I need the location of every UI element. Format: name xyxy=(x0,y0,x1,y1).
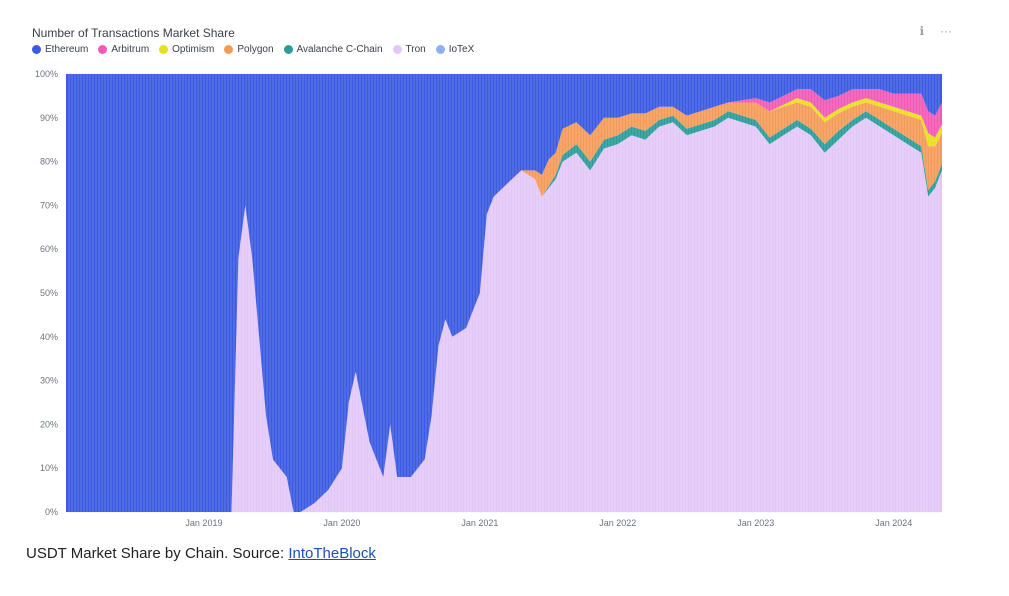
legend-swatch xyxy=(32,45,41,54)
legend-swatch xyxy=(283,45,293,54)
legend-item-tron[interactable]: Tron xyxy=(392,44,426,55)
legend-label: Arbitrum xyxy=(111,44,150,55)
chart-header-actions: ℹ ··· xyxy=(919,24,952,38)
legend-swatch xyxy=(435,45,445,54)
legend-swatch xyxy=(159,45,169,54)
legend-item-arbitrum[interactable]: Arbitrum xyxy=(98,44,149,55)
legend-item-ethereum[interactable]: Ethereum xyxy=(32,44,88,55)
source-link[interactable]: IntoTheBlock xyxy=(288,545,376,562)
legend-item-optimism[interactable]: Optimism xyxy=(159,44,214,55)
x-tick-label: Jan 2021 xyxy=(461,518,498,528)
legend-swatch xyxy=(98,45,108,54)
caption-text: USDT Market Share by Chain. Source: xyxy=(26,545,289,562)
more-options-icon[interactable]: ··· xyxy=(940,24,952,38)
legend-item-iotex[interactable]: IoTeX xyxy=(435,44,475,55)
y-tick-label: 20% xyxy=(40,419,58,429)
x-tick-label: Jan 2019 xyxy=(185,518,222,528)
legend-swatch xyxy=(392,45,402,54)
legend-label: Tron xyxy=(405,44,426,55)
info-icon[interactable]: ℹ xyxy=(919,24,924,38)
y-tick-label: 80% xyxy=(40,157,58,167)
legend-label: Polygon xyxy=(237,44,274,55)
y-tick-label: 50% xyxy=(40,288,58,298)
legend-label: Optimism xyxy=(172,44,215,55)
chart-card: Number of Transactions Market Share ℹ ··… xyxy=(24,14,972,532)
legend-label: Ethereum xyxy=(45,44,89,55)
y-tick-label: 10% xyxy=(40,463,58,473)
x-tick-label: Jan 2023 xyxy=(737,518,774,528)
stacked-area-chart: 0% 10% 20% 30% 40% 50% 60% 70% 80% 90% 100% Jan 201… xyxy=(35,69,942,528)
y-tick-label: 30% xyxy=(40,376,58,386)
y-tick-label: 40% xyxy=(40,332,58,342)
area-tron xyxy=(66,117,942,513)
legend-swatch xyxy=(224,45,234,54)
chart-legend: Ethereum Arbitrum Optimism Polygon Avalanche… xyxy=(32,44,474,55)
area-ethereum xyxy=(66,74,942,512)
y-tick-label: 100% xyxy=(35,69,58,79)
y-tick-label: 70% xyxy=(40,200,58,210)
y-tick-label: 90% xyxy=(40,113,58,123)
legend-item-avalanche-c-chain[interactable]: Avalanche C-Chain xyxy=(283,44,383,55)
legend-item-polygon[interactable]: Polygon xyxy=(224,44,274,55)
x-tick-label: Jan 2020 xyxy=(323,518,360,528)
legend-label: Avalanche C-Chain xyxy=(296,44,383,55)
x-tick-label: Jan 2022 xyxy=(599,518,636,528)
x-tick-label: Jan 2024 xyxy=(875,518,912,528)
figure-caption: USDT Market Share by Chain. Source: Into… xyxy=(26,545,376,562)
chart-title: Number of Transactions Market Share xyxy=(32,26,235,40)
legend-label: IoTeX xyxy=(448,44,475,55)
y-tick-label: 60% xyxy=(40,244,58,254)
y-tick-label: 0% xyxy=(45,507,58,517)
